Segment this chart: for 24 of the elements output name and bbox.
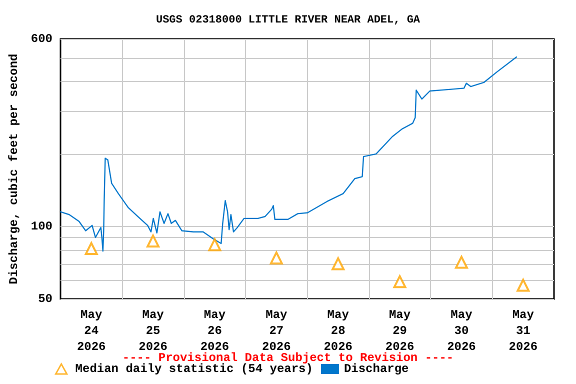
point [146, 234, 160, 248]
point [454, 256, 468, 269]
line-series [60, 56, 518, 252]
x-tick-label: May 27 2026 [262, 308, 291, 354]
point [332, 257, 345, 270]
x-tick-label: May 29 2026 [385, 308, 414, 354]
legend-label: Median daily statistic (54 years) [75, 362, 313, 376]
x-tick-label: May 24 2026 [76, 308, 106, 354]
y-tick-label: 50 [38, 292, 53, 306]
x-tick-label: May 26 2026 [200, 308, 230, 354]
x-tick-label: May 25 2026 [138, 308, 168, 354]
y-tick-label: 600 [30, 32, 53, 46]
point [516, 278, 530, 292]
y-tick-label: 100 [30, 219, 53, 234]
point [84, 242, 98, 256]
y-axis-title: Discharge, cubic feet per second [7, 54, 21, 284]
x-tick-label: May 30 2026 [447, 308, 476, 354]
legend-label: Discharge [344, 362, 409, 376]
point [270, 251, 283, 264]
point [393, 275, 406, 288]
point [208, 238, 222, 252]
chart-title: USGS 02318000 LITTLE RIVER NEAR ADEL, GA [156, 14, 420, 26]
x-tick-label: May 31 2026 [508, 308, 538, 354]
x-tick-label: May 28 2026 [324, 308, 352, 354]
